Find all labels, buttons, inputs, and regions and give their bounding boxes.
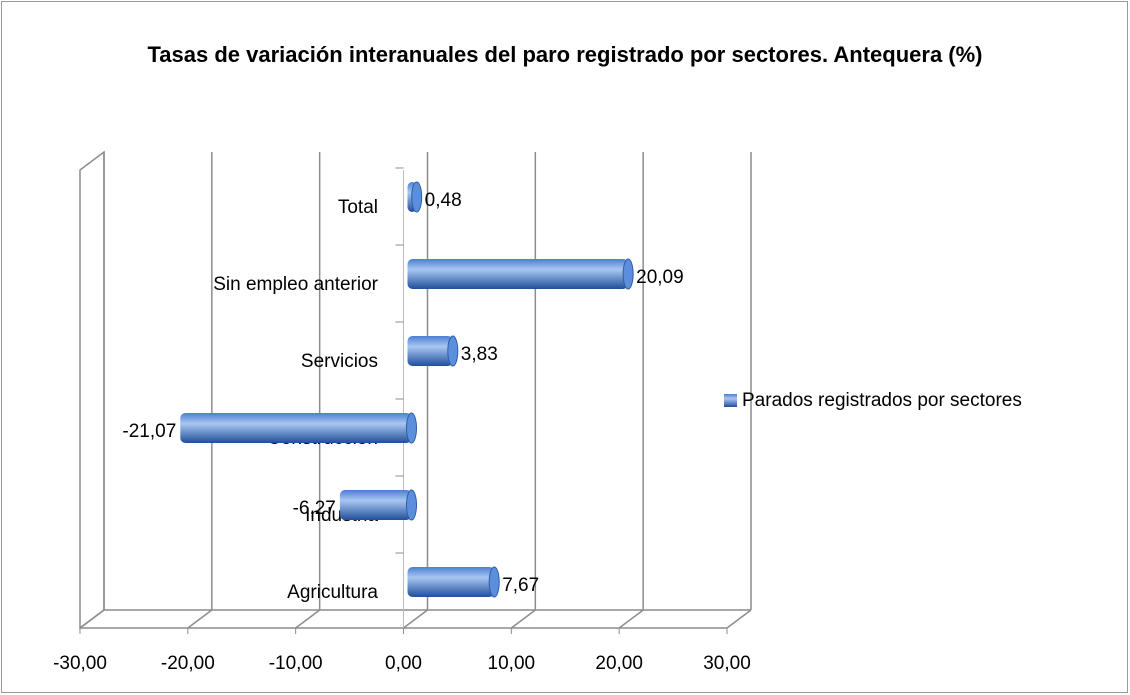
floor-grid-line (510, 609, 536, 629)
bar (339, 490, 412, 520)
x-tick-label: -30,00 (53, 653, 107, 674)
x-tick-label: 30,00 (703, 653, 751, 674)
floor-grid-line (79, 609, 105, 629)
floor-grid-line (403, 609, 428, 629)
bar-cap (622, 258, 634, 290)
bar (180, 413, 412, 443)
x-tick-label: -10,00 (269, 653, 323, 674)
legend-swatch (724, 394, 737, 407)
bar (407, 259, 629, 289)
y-tick-label: Sin empleo anterior (213, 274, 378, 295)
y-tick-label: Agricultura (287, 582, 378, 603)
value-label: -21,07 (122, 421, 176, 442)
x-tick-label: 10,00 (488, 653, 536, 674)
value-label: 0,48 (425, 190, 462, 211)
floor-grid-line (618, 609, 644, 629)
bar-cap (411, 181, 423, 213)
value-label: 3,83 (461, 344, 498, 365)
x-tick-label: 20,00 (595, 653, 643, 674)
floor-grid-line (187, 609, 213, 629)
value-label: -6,27 (293, 498, 336, 519)
bar-cap (406, 412, 417, 444)
y-tick-label: Total (338, 197, 378, 218)
bar (407, 336, 453, 366)
bar-cap (488, 566, 500, 598)
y-tick-label: Servicios (301, 351, 378, 372)
side-wall (79, 150, 105, 630)
x-tick-label: -20,00 (161, 653, 215, 674)
value-label: 20,09 (636, 267, 684, 288)
bar-cap (406, 489, 417, 521)
floor-grid-line (295, 609, 321, 629)
legend-label: Parados registrados por sectores (742, 390, 1022, 411)
floor-grid-line (726, 609, 752, 629)
bar-cap (447, 335, 459, 367)
x-tick-label: 0,00 (385, 653, 422, 674)
chart-title: Tasas de variación interanuales del paro… (147, 42, 983, 67)
bar (407, 567, 495, 597)
value-label: 7,67 (502, 575, 539, 596)
